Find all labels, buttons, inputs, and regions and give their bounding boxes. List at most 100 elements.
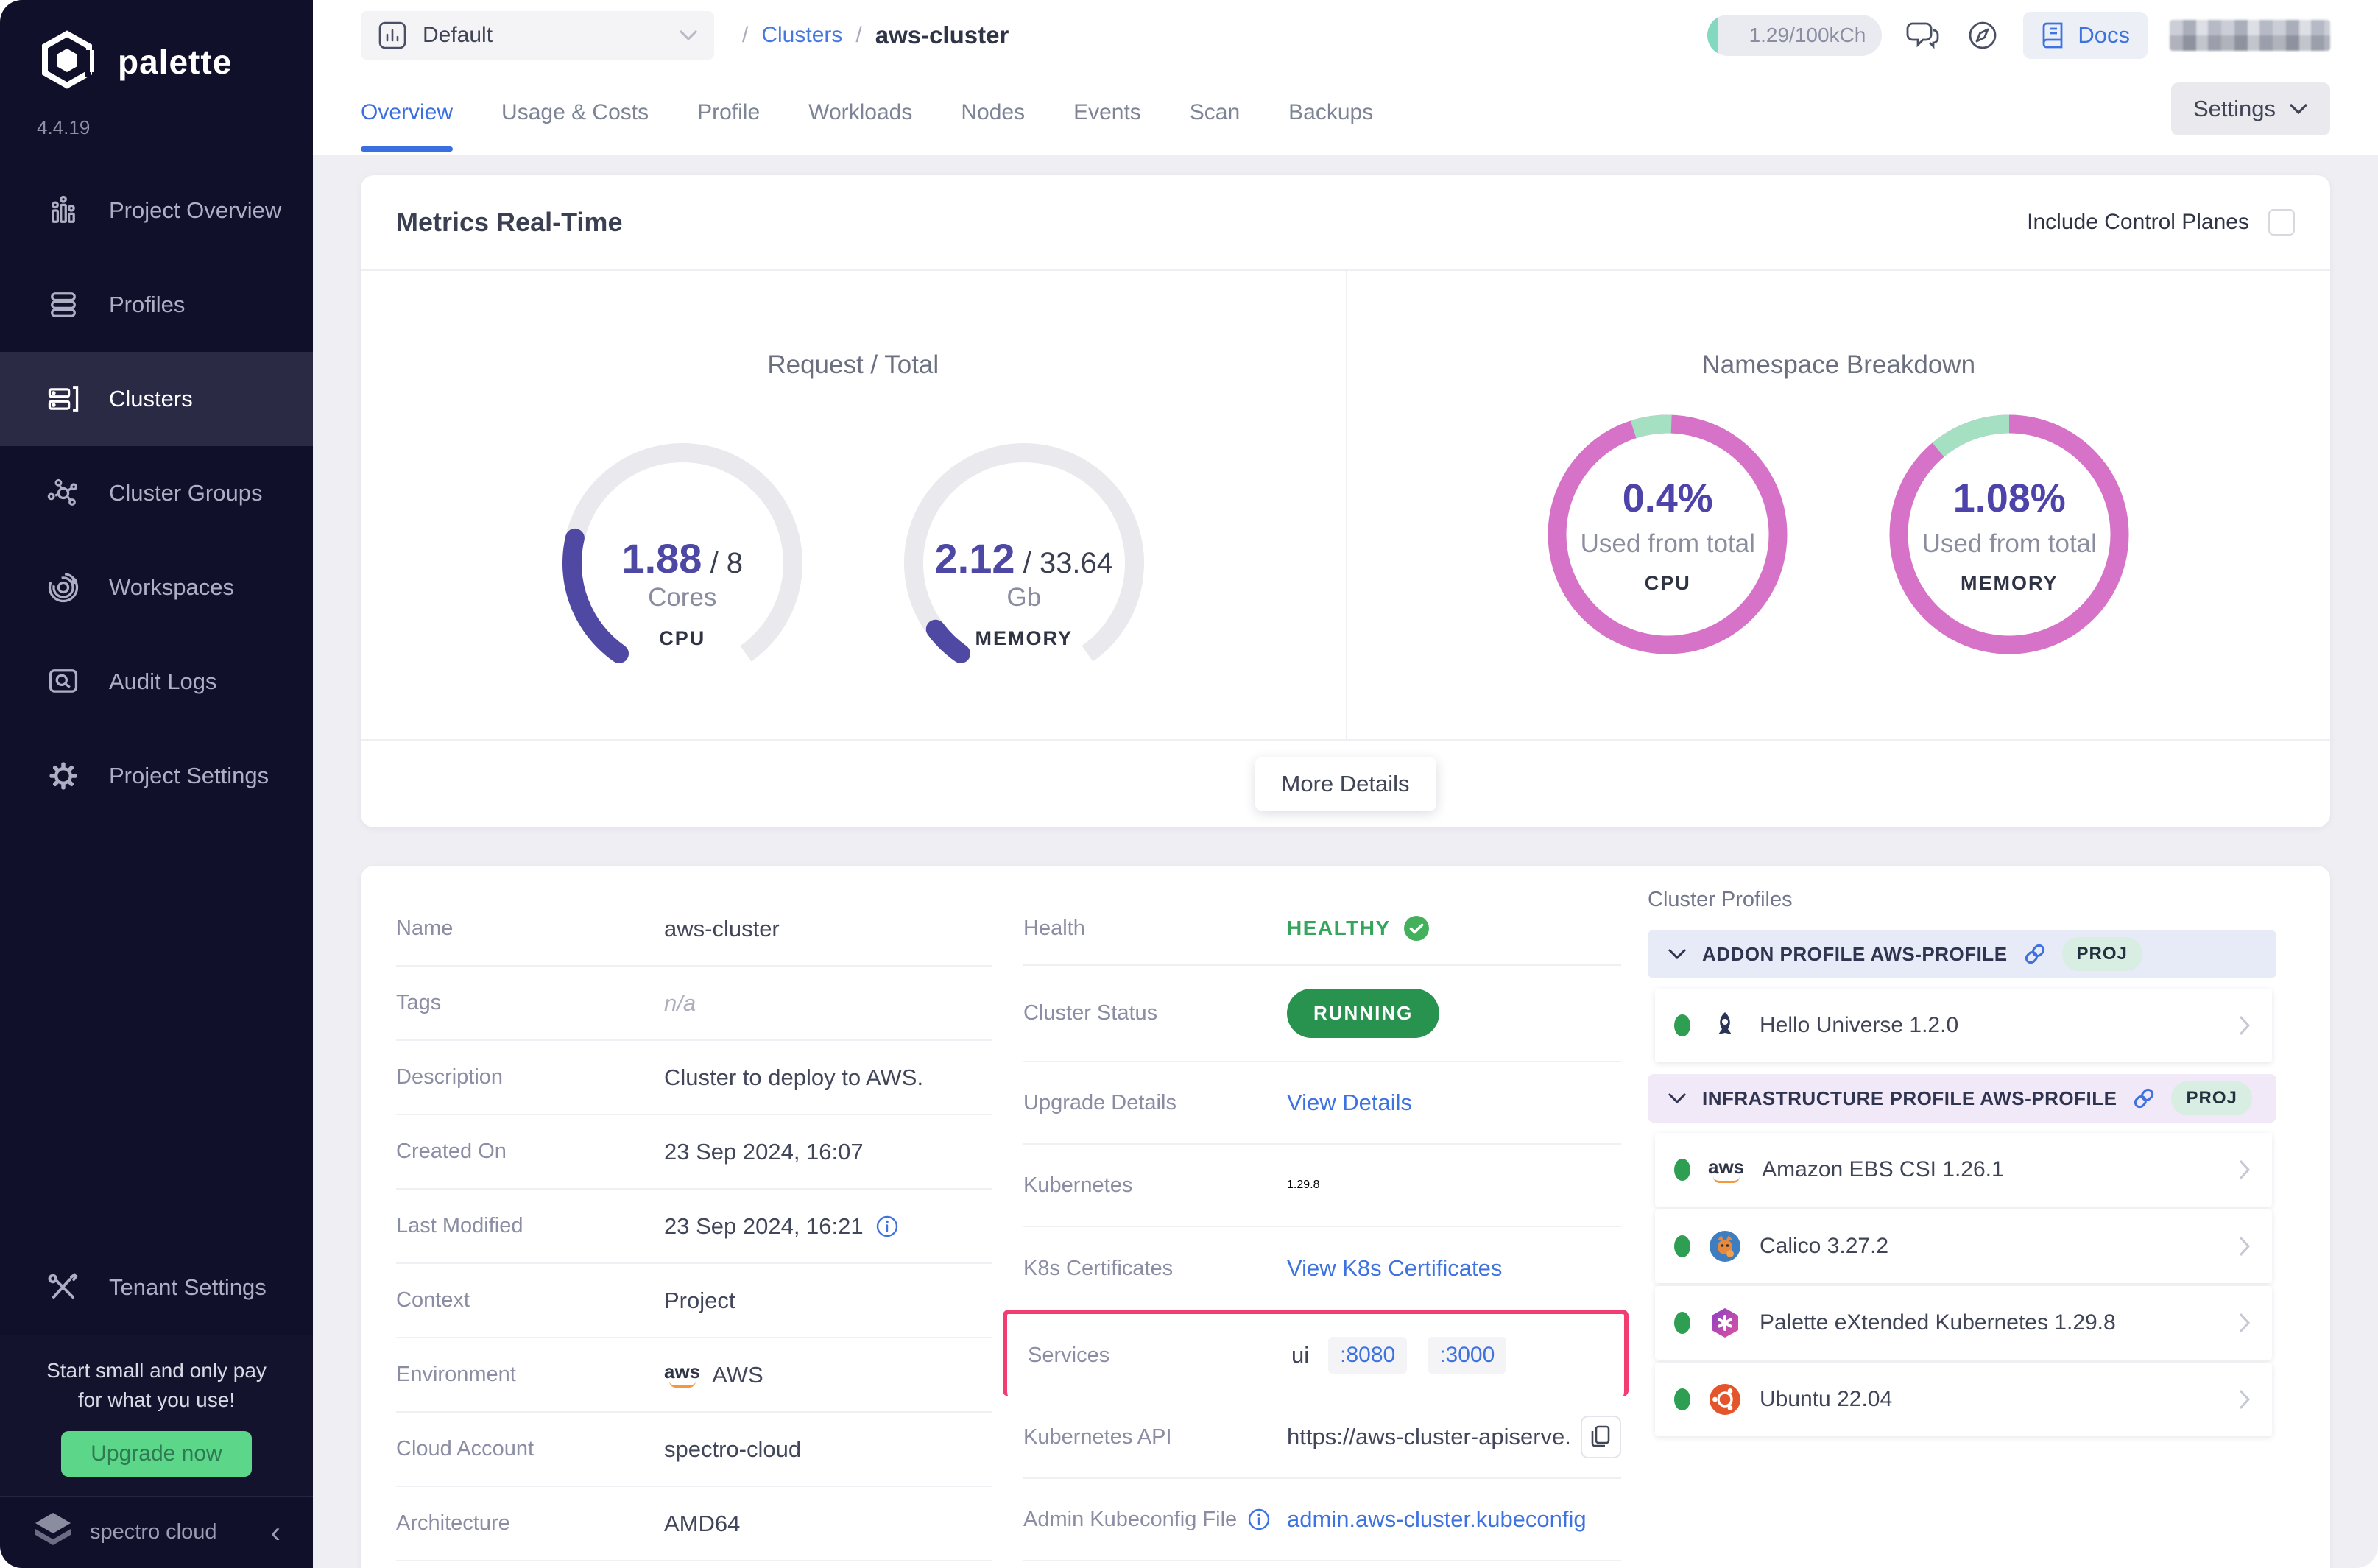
cpu-gauge: 1.88 / 8 Cores CPU	[561, 442, 804, 670]
aws-logo-icon: aws	[1708, 1157, 1744, 1183]
pxk-icon	[1708, 1306, 1742, 1340]
info-icon[interactable]	[1247, 1508, 1271, 1531]
clusters-icon	[46, 381, 81, 417]
details-left-column: Name aws-cluster Tags n/a Description Cl…	[396, 892, 992, 1561]
status-badge: RUNNING	[1287, 989, 1439, 1038]
project-selector-value: Default	[423, 23, 664, 48]
profile-item-palette-extended-kubernetes[interactable]: Palette eXtended Kubernetes 1.29.8	[1655, 1286, 2272, 1360]
detail-row-kubernetes: Kubernetes 1.29.8	[1023, 1145, 1621, 1227]
detail-row-context: Context Project	[396, 1264, 992, 1338]
profile-item-calico[interactable]: Calico 3.27.2	[1655, 1209, 2272, 1283]
chevron-right-icon	[2238, 1388, 2253, 1410]
tab-profile[interactable]: Profile	[697, 81, 760, 155]
profile-item-amazon-ebs-csi[interactable]: aws Amazon EBS CSI 1.26.1	[1655, 1133, 2272, 1207]
include-control-planes-checkbox[interactable]	[2268, 209, 2295, 236]
details-middle-column: Health HEALTHY Cluster Status RUNNING Up…	[1023, 892, 1621, 1561]
compass-icon	[1964, 17, 2001, 54]
tab-usage-costs[interactable]: Usage & Costs	[501, 81, 649, 155]
sidebar-nav: Project Overview Profiles Clusters	[0, 163, 313, 823]
sidebar-item-label: Project Settings	[109, 763, 269, 789]
profile-item-ubuntu[interactable]: Ubuntu 22.04	[1655, 1363, 2272, 1436]
project-selector[interactable]: Default	[361, 11, 714, 60]
chat-icon	[1904, 16, 1942, 54]
detail-row-description: Description Cluster to deploy to AWS.	[396, 1041, 992, 1115]
tab-workloads[interactable]: Workloads	[808, 81, 912, 155]
sidebar-item-project-settings[interactable]: Project Settings	[0, 729, 313, 823]
namespace-memory-caption: Used from total	[1888, 529, 2131, 559]
service-port-link-8080[interactable]: :8080	[1328, 1337, 1407, 1374]
docs-button[interactable]: Docs	[2023, 12, 2148, 59]
include-control-planes-label: Include Control Planes	[2027, 210, 2249, 235]
sidebar-item-profiles[interactable]: Profiles	[0, 258, 313, 352]
spectro-cloud-logo-icon	[32, 1511, 74, 1553]
status-dot	[1674, 1388, 1690, 1410]
sidebar-item-audit-logs[interactable]: Audit Logs	[0, 635, 313, 729]
topbar: Default / Clusters / aws-cluster 1.29/10…	[313, 0, 2378, 155]
sidebar-item-clusters[interactable]: Clusters	[0, 352, 313, 446]
breadcrumb-separator: /	[742, 23, 748, 48]
project-scope-badge: PROJ	[2171, 1081, 2251, 1115]
addon-profile-header[interactable]: ADDON PROFILE AWS-PROFILE PROJ	[1648, 930, 2276, 978]
network-icon	[46, 476, 81, 511]
copy-button[interactable]	[1581, 1416, 1622, 1458]
chevron-right-icon	[2238, 1235, 2253, 1257]
sidebar-item-cluster-groups[interactable]: Cluster Groups	[0, 446, 313, 540]
sidebar-item-label: Profiles	[109, 292, 185, 318]
view-details-link[interactable]: View Details	[1287, 1090, 1412, 1116]
sidebar-item-label: Project Overview	[109, 197, 281, 224]
cpu-label: CPU	[561, 627, 804, 650]
kubeconfig-download-link[interactable]: admin.aws-cluster.kubeconfig	[1287, 1506, 1587, 1533]
namespace-memory-label: MEMORY	[1888, 572, 2131, 595]
settings-label: Settings	[2193, 96, 2276, 122]
breadcrumb-separator: /	[855, 23, 861, 48]
more-details-button[interactable]: More Details	[1255, 757, 1436, 811]
sidebar-item-workspaces[interactable]: Workspaces	[0, 540, 313, 635]
chevron-down-icon	[1667, 947, 1687, 961]
cluster-profiles-column: Cluster Profiles ADDON PROFILE AWS-PROFI…	[1648, 888, 2276, 1439]
aws-logo-icon: aws	[664, 1362, 700, 1388]
breadcrumb: / Clusters / aws-cluster	[742, 21, 1009, 49]
app-window: palette 4.4.19 Project Overview Profiles	[0, 0, 2378, 1568]
chevron-down-icon	[1667, 1092, 1687, 1105]
service-port-link-3000[interactable]: :3000	[1428, 1337, 1506, 1374]
gear-icon	[46, 758, 81, 794]
settings-button[interactable]: Settings	[2171, 82, 2330, 135]
sidebar-item-label: Workspaces	[109, 574, 234, 601]
detail-row-created-on: Created On 23 Sep 2024, 16:07	[396, 1115, 992, 1190]
app-version: 4.4.19	[37, 116, 90, 139]
breadcrumb-current: aws-cluster	[875, 21, 1009, 49]
brand-name: palette	[118, 42, 232, 82]
hello-universe-icon	[1708, 1009, 1742, 1042]
tab-scan[interactable]: Scan	[1190, 81, 1240, 155]
upgrade-now-button[interactable]: Upgrade now	[61, 1431, 251, 1477]
sidebar-item-project-overview[interactable]: Project Overview	[0, 163, 313, 258]
chevron-right-icon	[2238, 1159, 2253, 1181]
memory-gauge: 2.12 / 33.64 Gb MEMORY	[903, 442, 1146, 670]
info-icon[interactable]	[875, 1215, 899, 1238]
help-button[interactable]	[1964, 17, 2001, 54]
tab-events[interactable]: Events	[1073, 81, 1141, 155]
usage-quota-badge: 1.29/100kCh	[1707, 15, 1882, 56]
chat-button[interactable]	[1904, 16, 1942, 54]
view-k8s-certificates-link[interactable]: View K8s Certificates	[1287, 1255, 1502, 1282]
status-dot	[1674, 1235, 1690, 1257]
chevron-down-icon	[679, 29, 698, 41]
copy-icon	[1588, 1424, 1613, 1450]
collapse-sidebar-icon[interactable]: ‹	[271, 1518, 281, 1547]
kubernetes-api-url: https://aws-cluster-apiserve...	[1287, 1424, 1570, 1450]
metrics-card: Metrics Real-Time Include Control Planes…	[361, 175, 2330, 827]
chevron-down-icon	[2289, 103, 2308, 115]
audit-search-icon	[46, 664, 81, 699]
namespace-memory-pct: 1.08%	[1888, 476, 2131, 521]
tab-nodes[interactable]: Nodes	[961, 81, 1025, 155]
tab-overview[interactable]: Overview	[361, 81, 453, 155]
user-menu[interactable]	[2170, 20, 2330, 51]
sidebar-item-tenant-settings[interactable]: Tenant Settings	[0, 1241, 313, 1334]
namespace-cpu-pct: 0.4%	[1546, 476, 1789, 521]
chevron-right-icon	[2238, 1014, 2253, 1036]
profile-item-hello-universe[interactable]: Hello Universe 1.2.0	[1655, 989, 2272, 1062]
calico-icon	[1708, 1229, 1742, 1263]
tab-backups[interactable]: Backups	[1288, 81, 1373, 155]
infrastructure-profile-header[interactable]: INFRASTRUCTURE PROFILE AWS-PROFILE PROJ	[1648, 1074, 2276, 1123]
breadcrumb-clusters-link[interactable]: Clusters	[761, 23, 842, 48]
